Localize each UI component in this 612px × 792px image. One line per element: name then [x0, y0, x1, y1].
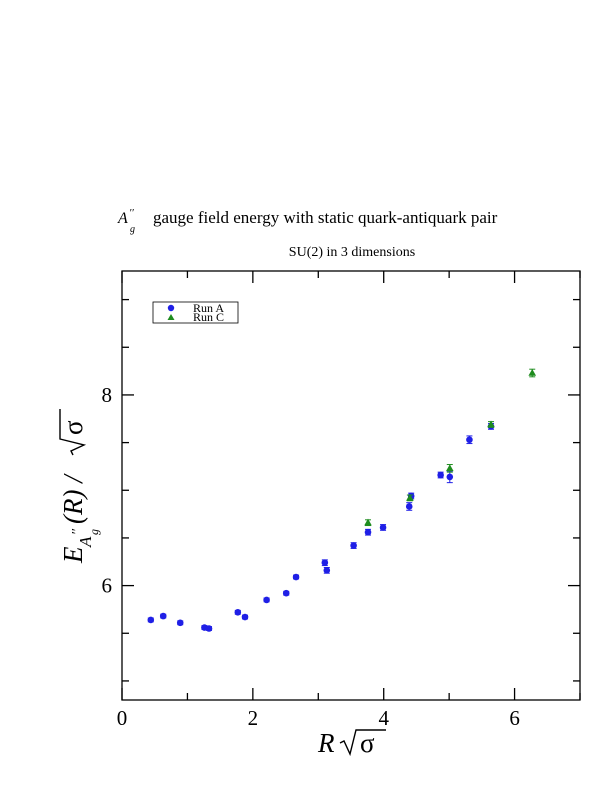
data-point: [321, 559, 329, 567]
y-tick-label: 8: [102, 383, 113, 407]
data-point: [159, 612, 167, 620]
plot-frame: [121, 270, 581, 701]
data-point: [466, 436, 473, 444]
y-axis-label-sqrt-arg: σ: [58, 420, 88, 435]
chart-subtitle: SU(2) in 3 dimensions: [289, 245, 415, 260]
y-axis-label-sup: ′′: [70, 528, 85, 535]
chart-title: gauge field energy with static quark-ant…: [153, 208, 498, 227]
axes-layer: 0 2 4 6 6 8: [102, 271, 581, 730]
chart-title-symbol: A: [117, 210, 128, 227]
y-axis-label-main: E: [58, 546, 88, 564]
data-point: [487, 420, 495, 428]
data-point: [282, 589, 290, 597]
x-tick-label: 6: [509, 706, 520, 730]
data-layer: [147, 368, 537, 632]
x-axis-label-sqrt-arg: σ: [360, 728, 375, 758]
data-point: [405, 503, 413, 510]
data-point: [292, 573, 300, 581]
x-axis-label: R σ: [317, 728, 386, 758]
data-point: [446, 473, 454, 481]
data-point: [364, 528, 372, 536]
y-axis-label-sub: A: [76, 536, 95, 548]
data-point: [350, 542, 357, 549]
data-point: [406, 493, 414, 501]
x-axis-label-main: R: [317, 728, 335, 758]
legend-run-a-marker: [167, 304, 175, 312]
data-point: [205, 625, 213, 632]
chart-title-symbol-sub: g: [130, 224, 135, 235]
data-point: [323, 567, 331, 574]
y-axis-label: E A ′′ g (R) / σ: [58, 409, 101, 564]
series-run-c: [364, 368, 537, 527]
y-tick-label: 6: [102, 574, 113, 598]
x-tick-label: 4: [378, 706, 389, 730]
x-tick-label: 0: [117, 706, 128, 730]
legend-run-c-label: Run C: [193, 310, 224, 324]
data-point: [437, 471, 444, 479]
data-point: [379, 524, 387, 531]
legend: Run A Run C: [152, 301, 239, 324]
y-axis-label-subsub: g: [87, 529, 101, 535]
y-axis-sqrt-sign: [59, 409, 87, 456]
data-point: [147, 616, 155, 624]
data-point: [241, 613, 249, 621]
data-point: [528, 369, 537, 376]
data-point: [445, 464, 454, 472]
data-point: [234, 608, 242, 616]
chart-title-symbol-sup: ′′: [129, 207, 134, 219]
data-point: [364, 518, 372, 526]
legend-run-c-marker: [167, 314, 175, 320]
x-tick-label: 2: [248, 706, 259, 730]
data-point: [263, 596, 270, 604]
legend-run-a-label: Run A: [193, 301, 224, 315]
y-axis-label-arg: (R) /: [58, 473, 88, 524]
x-axis-sqrt-sign: [339, 729, 386, 757]
series-run-a: [147, 423, 495, 632]
legend-box: [152, 301, 239, 324]
data-point: [176, 619, 184, 627]
